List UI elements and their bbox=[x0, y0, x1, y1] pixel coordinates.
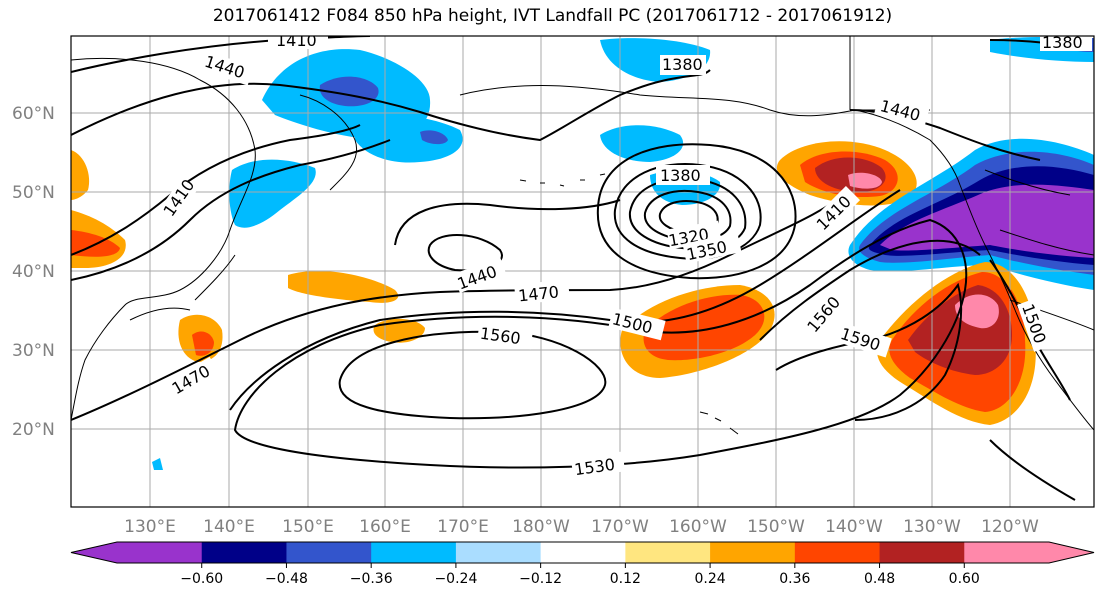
map-title: 2017061412 F084 850 hPa height, IVT Land… bbox=[212, 6, 893, 26]
negative-anomaly-region bbox=[600, 125, 684, 162]
colorbar-tick-label: 0.36 bbox=[779, 571, 810, 587]
colorbar-segment bbox=[286, 542, 372, 563]
colorbar-tick-label: 0.24 bbox=[695, 571, 726, 587]
positive-anomaly-region bbox=[848, 172, 882, 189]
contour-label: 1380 bbox=[1042, 33, 1083, 52]
kamchatka-coastline bbox=[299, 94, 357, 191]
contour-1470-low bbox=[394, 199, 621, 246]
ivt-shading bbox=[71, 37, 1094, 470]
negative-anomaly-region bbox=[880, 184, 1094, 258]
positive-anomaly-region bbox=[955, 294, 999, 329]
lon-label: 130°W bbox=[903, 517, 961, 537]
japan-coastline bbox=[129, 254, 236, 321]
lat-label: 50°N bbox=[12, 183, 55, 203]
colorbar-segment bbox=[794, 542, 881, 563]
colorbar-tick-label: −0.12 bbox=[519, 571, 562, 587]
negative-anomaly-region bbox=[355, 114, 463, 163]
colorbar-tick-label: 0.48 bbox=[864, 571, 895, 587]
negative-anomaly-region bbox=[152, 458, 163, 470]
contour-1560-east bbox=[759, 239, 981, 341]
height-contours bbox=[71, 36, 1081, 501]
colorbar-segment bbox=[371, 542, 457, 563]
negative-anomaly-region bbox=[229, 159, 316, 228]
contour-low-ring-3 bbox=[643, 189, 732, 242]
longitude-labels: 130°E 140°E 150°E 160°E 170°E 180°W 170°… bbox=[124, 517, 1039, 537]
coastlines bbox=[71, 36, 1094, 435]
contour-label-group: 1410 1440 1380 1440 1410 1440 1380 1320 … bbox=[158, 31, 1092, 479]
latitude-labels: 60°N 50°N 40°N 30°N 20°N bbox=[12, 104, 55, 440]
colorbar-segment bbox=[625, 542, 711, 563]
graticule bbox=[71, 36, 1094, 507]
colorbar-outline bbox=[70, 541, 1095, 564]
inland-borders bbox=[984, 169, 1094, 331]
asia-coastline bbox=[71, 57, 256, 421]
colorbar-extend-min bbox=[71, 542, 117, 563]
colorbar-tick-label: 0.12 bbox=[610, 571, 641, 587]
contour-1410-nw bbox=[71, 124, 361, 256]
lon-label: 160°E bbox=[359, 517, 411, 537]
colorbar-tick-label: 0.60 bbox=[949, 571, 980, 587]
colorbar-tick-label: −0.24 bbox=[434, 571, 477, 587]
positive-anomaly-region bbox=[71, 150, 90, 200]
contour-low-ring-5 bbox=[596, 143, 797, 280]
lon-label: 150°E bbox=[282, 517, 334, 537]
contour-label: 1380 bbox=[662, 55, 703, 74]
negative-anomaly-region bbox=[420, 130, 448, 145]
colorbar-segment bbox=[710, 542, 796, 563]
lon-label: 150°W bbox=[747, 517, 805, 537]
positive-anomaly-region bbox=[288, 270, 399, 303]
lat-label: 60°N bbox=[12, 104, 55, 124]
lon-label: 120°W bbox=[981, 517, 1039, 537]
contour-1590 bbox=[775, 282, 963, 421]
colorbar-tick-label: −0.60 bbox=[180, 571, 223, 587]
north-america-coastline bbox=[959, 184, 1094, 431]
contour-1440-nw bbox=[71, 139, 391, 281]
map-frame bbox=[70, 35, 1095, 508]
colorbar-extend-max bbox=[1049, 542, 1094, 563]
colorbar-segment bbox=[879, 542, 965, 563]
contour-1470-east bbox=[989, 439, 1076, 501]
lon-label: 180°W bbox=[512, 517, 570, 537]
colorbar-segment bbox=[964, 542, 1050, 563]
colorbar-tick-label: −0.48 bbox=[265, 571, 308, 587]
contour-label: 1380 bbox=[660, 166, 701, 185]
lon-label: 170°E bbox=[437, 517, 489, 537]
lon-label: 140°E bbox=[203, 517, 255, 537]
lat-label: 30°N bbox=[12, 341, 55, 361]
alaska-coastline bbox=[459, 85, 961, 186]
colorbar-tick-label: −0.36 bbox=[350, 571, 393, 587]
contour-label: 1410 bbox=[276, 31, 317, 50]
contour-1500-long bbox=[229, 189, 901, 411]
contour-1410-north bbox=[71, 36, 371, 73]
lon-label: 140°W bbox=[825, 517, 883, 537]
colorbar-segment bbox=[201, 542, 287, 563]
contour-1440-north bbox=[71, 69, 711, 142]
lon-label: 170°W bbox=[591, 517, 649, 537]
contour-1530 bbox=[233, 218, 968, 469]
lon-label: 130°E bbox=[124, 517, 176, 537]
contour-label: 1470 bbox=[517, 282, 559, 305]
lat-label: 20°N bbox=[12, 420, 55, 440]
aleutian-islands bbox=[519, 173, 606, 187]
positive-anomaly-region bbox=[643, 294, 765, 361]
colorbar-segment bbox=[455, 542, 542, 563]
lat-label: 40°N bbox=[12, 262, 55, 282]
lon-label: 160°W bbox=[669, 517, 727, 537]
colorbar: −0.60 −0.48 −0.36 −0.24 −0.12 0.12 0.24 0.36 0.4… bbox=[70, 541, 1095, 587]
colorbar-segment bbox=[540, 542, 626, 563]
colorbar-segment bbox=[117, 542, 203, 563]
contour-1560 bbox=[338, 330, 607, 420]
hawaii-islands bbox=[699, 411, 739, 435]
